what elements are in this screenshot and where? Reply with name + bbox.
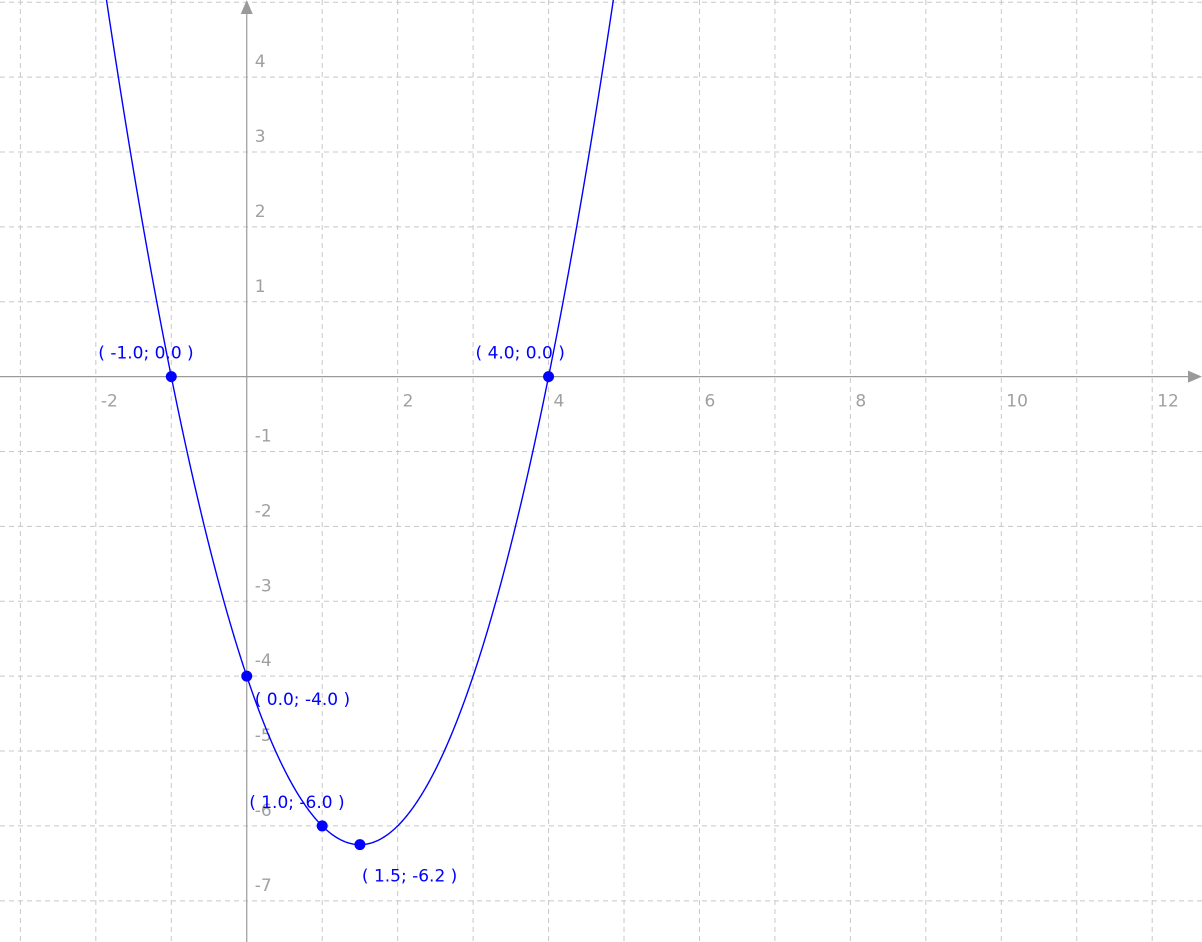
x-tick-label: 12: [1157, 392, 1179, 412]
x-tick-label: 2: [403, 392, 414, 412]
y-tick-label: 3: [255, 127, 266, 147]
point-marker[interactable]: [165, 371, 177, 383]
point-marker[interactable]: [316, 820, 328, 832]
y-tick-label: -7: [255, 876, 272, 896]
y-tick-label: -4: [255, 651, 272, 671]
point-label: ( 1.5; -6.2 ): [362, 867, 457, 887]
y-tick-label: 1: [255, 277, 266, 297]
x-tick-label: 10: [1006, 392, 1028, 412]
points: ( -1.0; 0.0 ) ( 4.0; 0.0 ) ( 0.0; -4.0 ) ( …: [98, 344, 565, 887]
parabola-curve: [105, 0, 615, 846]
x-tick-label: -2: [101, 392, 118, 412]
y-tick-label: -1: [255, 427, 272, 447]
point-marker[interactable]: [241, 670, 253, 682]
y-tick-label: 4: [255, 52, 266, 72]
y-tick-label: -3: [255, 576, 272, 596]
x-tick-label: 8: [855, 392, 866, 412]
point-label: ( -1.0; 0.0 ): [98, 344, 193, 364]
point-label: ( 1.0; -6.0 ): [249, 793, 344, 813]
y-tick-label: -2: [255, 501, 272, 521]
point-label: ( 4.0; 0.0 ): [476, 344, 565, 364]
point-marker[interactable]: [354, 839, 366, 851]
y-tick-label: 2: [255, 202, 266, 222]
curves: [105, 0, 615, 846]
x-tick-label: 6: [704, 392, 715, 412]
point-label: ( 0.0; -4.0 ): [255, 690, 350, 710]
x-axis-arrow-icon: [1188, 370, 1202, 383]
y-tick-label: -6: [255, 801, 272, 821]
y-axis-arrow-icon: [240, 0, 253, 14]
x-tick-label: 4: [554, 392, 565, 412]
point-marker[interactable]: [543, 371, 555, 383]
